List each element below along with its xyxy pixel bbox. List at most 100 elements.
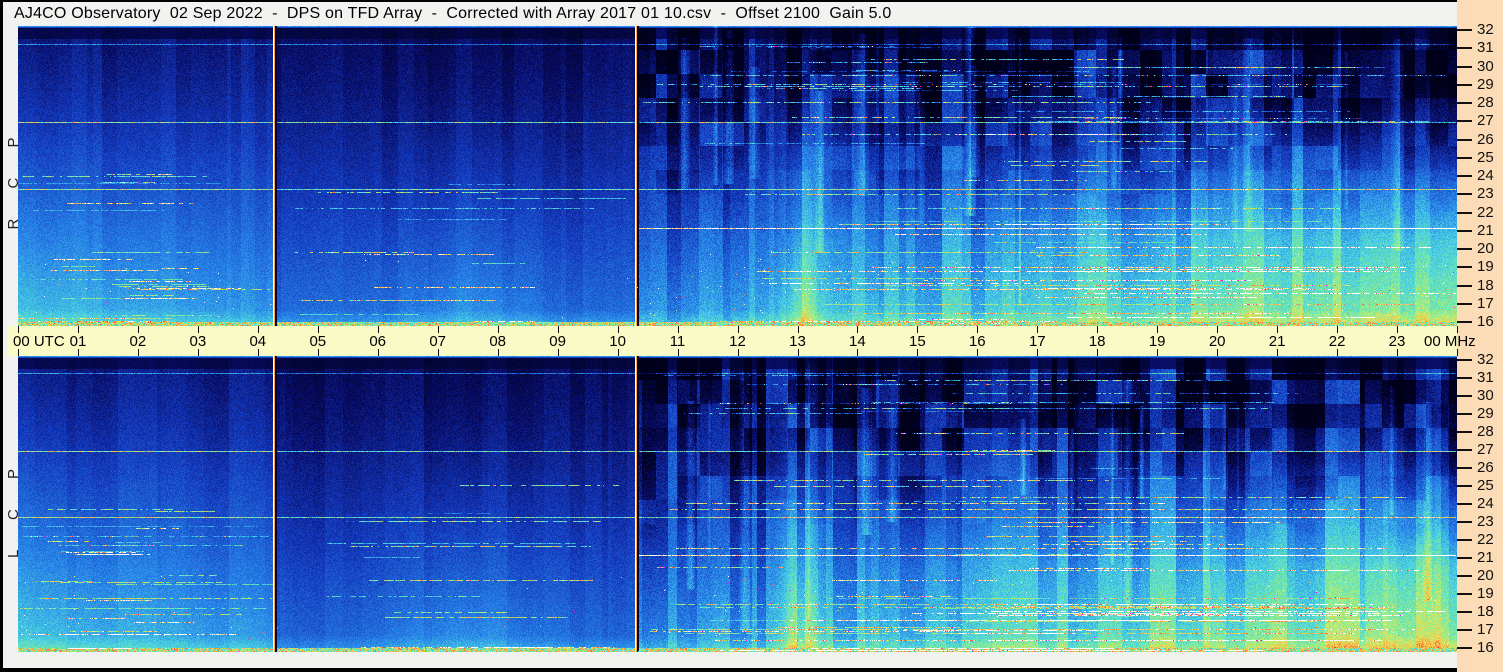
- frequency-label: 24: [1477, 495, 1494, 512]
- frequency-tick: [1457, 83, 1472, 86]
- frequency-label: 18: [1477, 276, 1494, 294]
- frequency-tick: [1457, 539, 1472, 541]
- hour-tick: [197, 326, 199, 333]
- frequency-label: 25: [1477, 148, 1494, 166]
- hour-tick: [78, 349, 79, 356]
- frequency-label: 31: [1477, 369, 1494, 386]
- time-axis-start-label: 00 UTC: [13, 333, 65, 350]
- frequency-tick: [1457, 120, 1472, 123]
- hour-tick: [317, 349, 319, 356]
- frequency-tick: [1457, 156, 1472, 159]
- frequency-tick: [1457, 485, 1472, 487]
- hour-label: 22: [1328, 333, 1346, 350]
- hour-tick: [1457, 349, 1458, 356]
- hour-tick: [737, 349, 739, 356]
- frequency-tick: [1457, 395, 1472, 397]
- hour-label: 14: [849, 333, 866, 350]
- hour-tick: [857, 326, 859, 333]
- hour-tick: [1457, 326, 1458, 333]
- hour-tick: [377, 326, 379, 333]
- frequency-tick: [1457, 575, 1472, 577]
- hour-label: 04: [249, 333, 267, 350]
- hour-label: 05: [309, 333, 327, 350]
- hour-tick: [917, 326, 919, 333]
- hour-tick: [1157, 349, 1159, 356]
- hour-tick: [197, 349, 199, 356]
- hour-tick: [497, 349, 499, 356]
- frequency-label: 22: [1477, 203, 1494, 221]
- lcp-spectrogram: [18, 356, 1457, 652]
- hour-tick: [1217, 349, 1219, 356]
- frequency-tick: [1457, 467, 1472, 469]
- frequency-label: 23: [1477, 185, 1494, 203]
- hour-tick: [1037, 326, 1039, 333]
- frequency-axis-strip: [1457, 0, 1503, 672]
- frequency-tick: [1457, 503, 1472, 505]
- frequency-tick: [1457, 359, 1472, 361]
- frequency-tick: [1457, 138, 1472, 141]
- frequency-tick: [1457, 266, 1472, 269]
- frequency-tick: [1457, 248, 1472, 250]
- time-axis: 00 UTC 01 02 03 04 05 06 07 08 09 10 11 12 13 14 15 16 1…: [8, 326, 1458, 356]
- hour-label: 16: [968, 333, 986, 350]
- frequency-tick: [1457, 321, 1472, 323]
- hour-tick: [1097, 349, 1099, 356]
- hour-tick: [137, 349, 139, 356]
- rcp-polarization-label: R C P: [5, 124, 22, 230]
- frequency-tick: [1457, 29, 1472, 31]
- frequency-label: 18: [1477, 603, 1494, 620]
- hour-tick: [557, 326, 559, 333]
- hour-tick: [1037, 349, 1039, 356]
- hour-label: 21: [1268, 333, 1286, 350]
- frequency-label: 24: [1477, 167, 1494, 184]
- frequency-label: 19: [1477, 585, 1494, 602]
- page-title: AJ4CO Observatory 02 Sep 2022 - DPS on T…: [14, 5, 892, 22]
- frequency-label: 32: [1477, 21, 1494, 38]
- hour-label: 09: [549, 333, 566, 350]
- frequency-tick: [1457, 229, 1472, 232]
- hour-tick: [557, 349, 559, 356]
- hour-tick: [1277, 326, 1279, 333]
- frequency-tick: [1457, 47, 1472, 50]
- frequency-label: 32: [1477, 351, 1494, 368]
- hour-tick: [18, 349, 19, 356]
- hour-label: 01: [69, 333, 87, 350]
- frequency-tick: [1457, 557, 1472, 559]
- frequency-tick: [1457, 175, 1472, 177]
- hour-tick: [78, 326, 79, 333]
- frequency-tick: [1457, 521, 1472, 523]
- hour-tick: [617, 326, 619, 333]
- hour-label: 19: [1148, 333, 1166, 350]
- frequency-label: 29: [1477, 75, 1494, 93]
- frequency-label: 28: [1477, 423, 1494, 440]
- frequency-tick: [1457, 193, 1472, 196]
- frequency-label: 26: [1477, 130, 1494, 148]
- hour-label: 20: [1208, 333, 1226, 350]
- frequency-label: 25: [1477, 477, 1494, 494]
- hour-tick: [137, 326, 139, 333]
- frequency-label: 29: [1477, 405, 1494, 422]
- frequency-label: 23: [1477, 513, 1494, 530]
- hour-tick: [797, 349, 799, 356]
- frequency-label: 22: [1477, 531, 1494, 548]
- frequency-label: 26: [1477, 459, 1494, 476]
- hour-label: 06: [369, 333, 387, 350]
- frequency-tick: [1457, 65, 1472, 68]
- hour-tick: [977, 349, 979, 356]
- rcp-spectrogram: [18, 26, 1457, 326]
- hour-label: 10: [609, 333, 626, 350]
- frequency-label: 17: [1477, 294, 1494, 312]
- frequency-tick: [1457, 413, 1472, 415]
- hour-label: 17: [1028, 333, 1046, 350]
- frequency-label: 20: [1477, 567, 1494, 584]
- frequency-tick: [1457, 593, 1472, 595]
- hour-tick: [677, 349, 679, 356]
- hour-tick: [1337, 326, 1339, 333]
- hour-tick: [977, 326, 979, 333]
- frequency-tick: [1457, 377, 1472, 379]
- hour-tick: [797, 326, 799, 333]
- hour-tick: [857, 349, 859, 356]
- frequency-label: 27: [1477, 112, 1494, 130]
- frequency-label: 30: [1477, 387, 1494, 404]
